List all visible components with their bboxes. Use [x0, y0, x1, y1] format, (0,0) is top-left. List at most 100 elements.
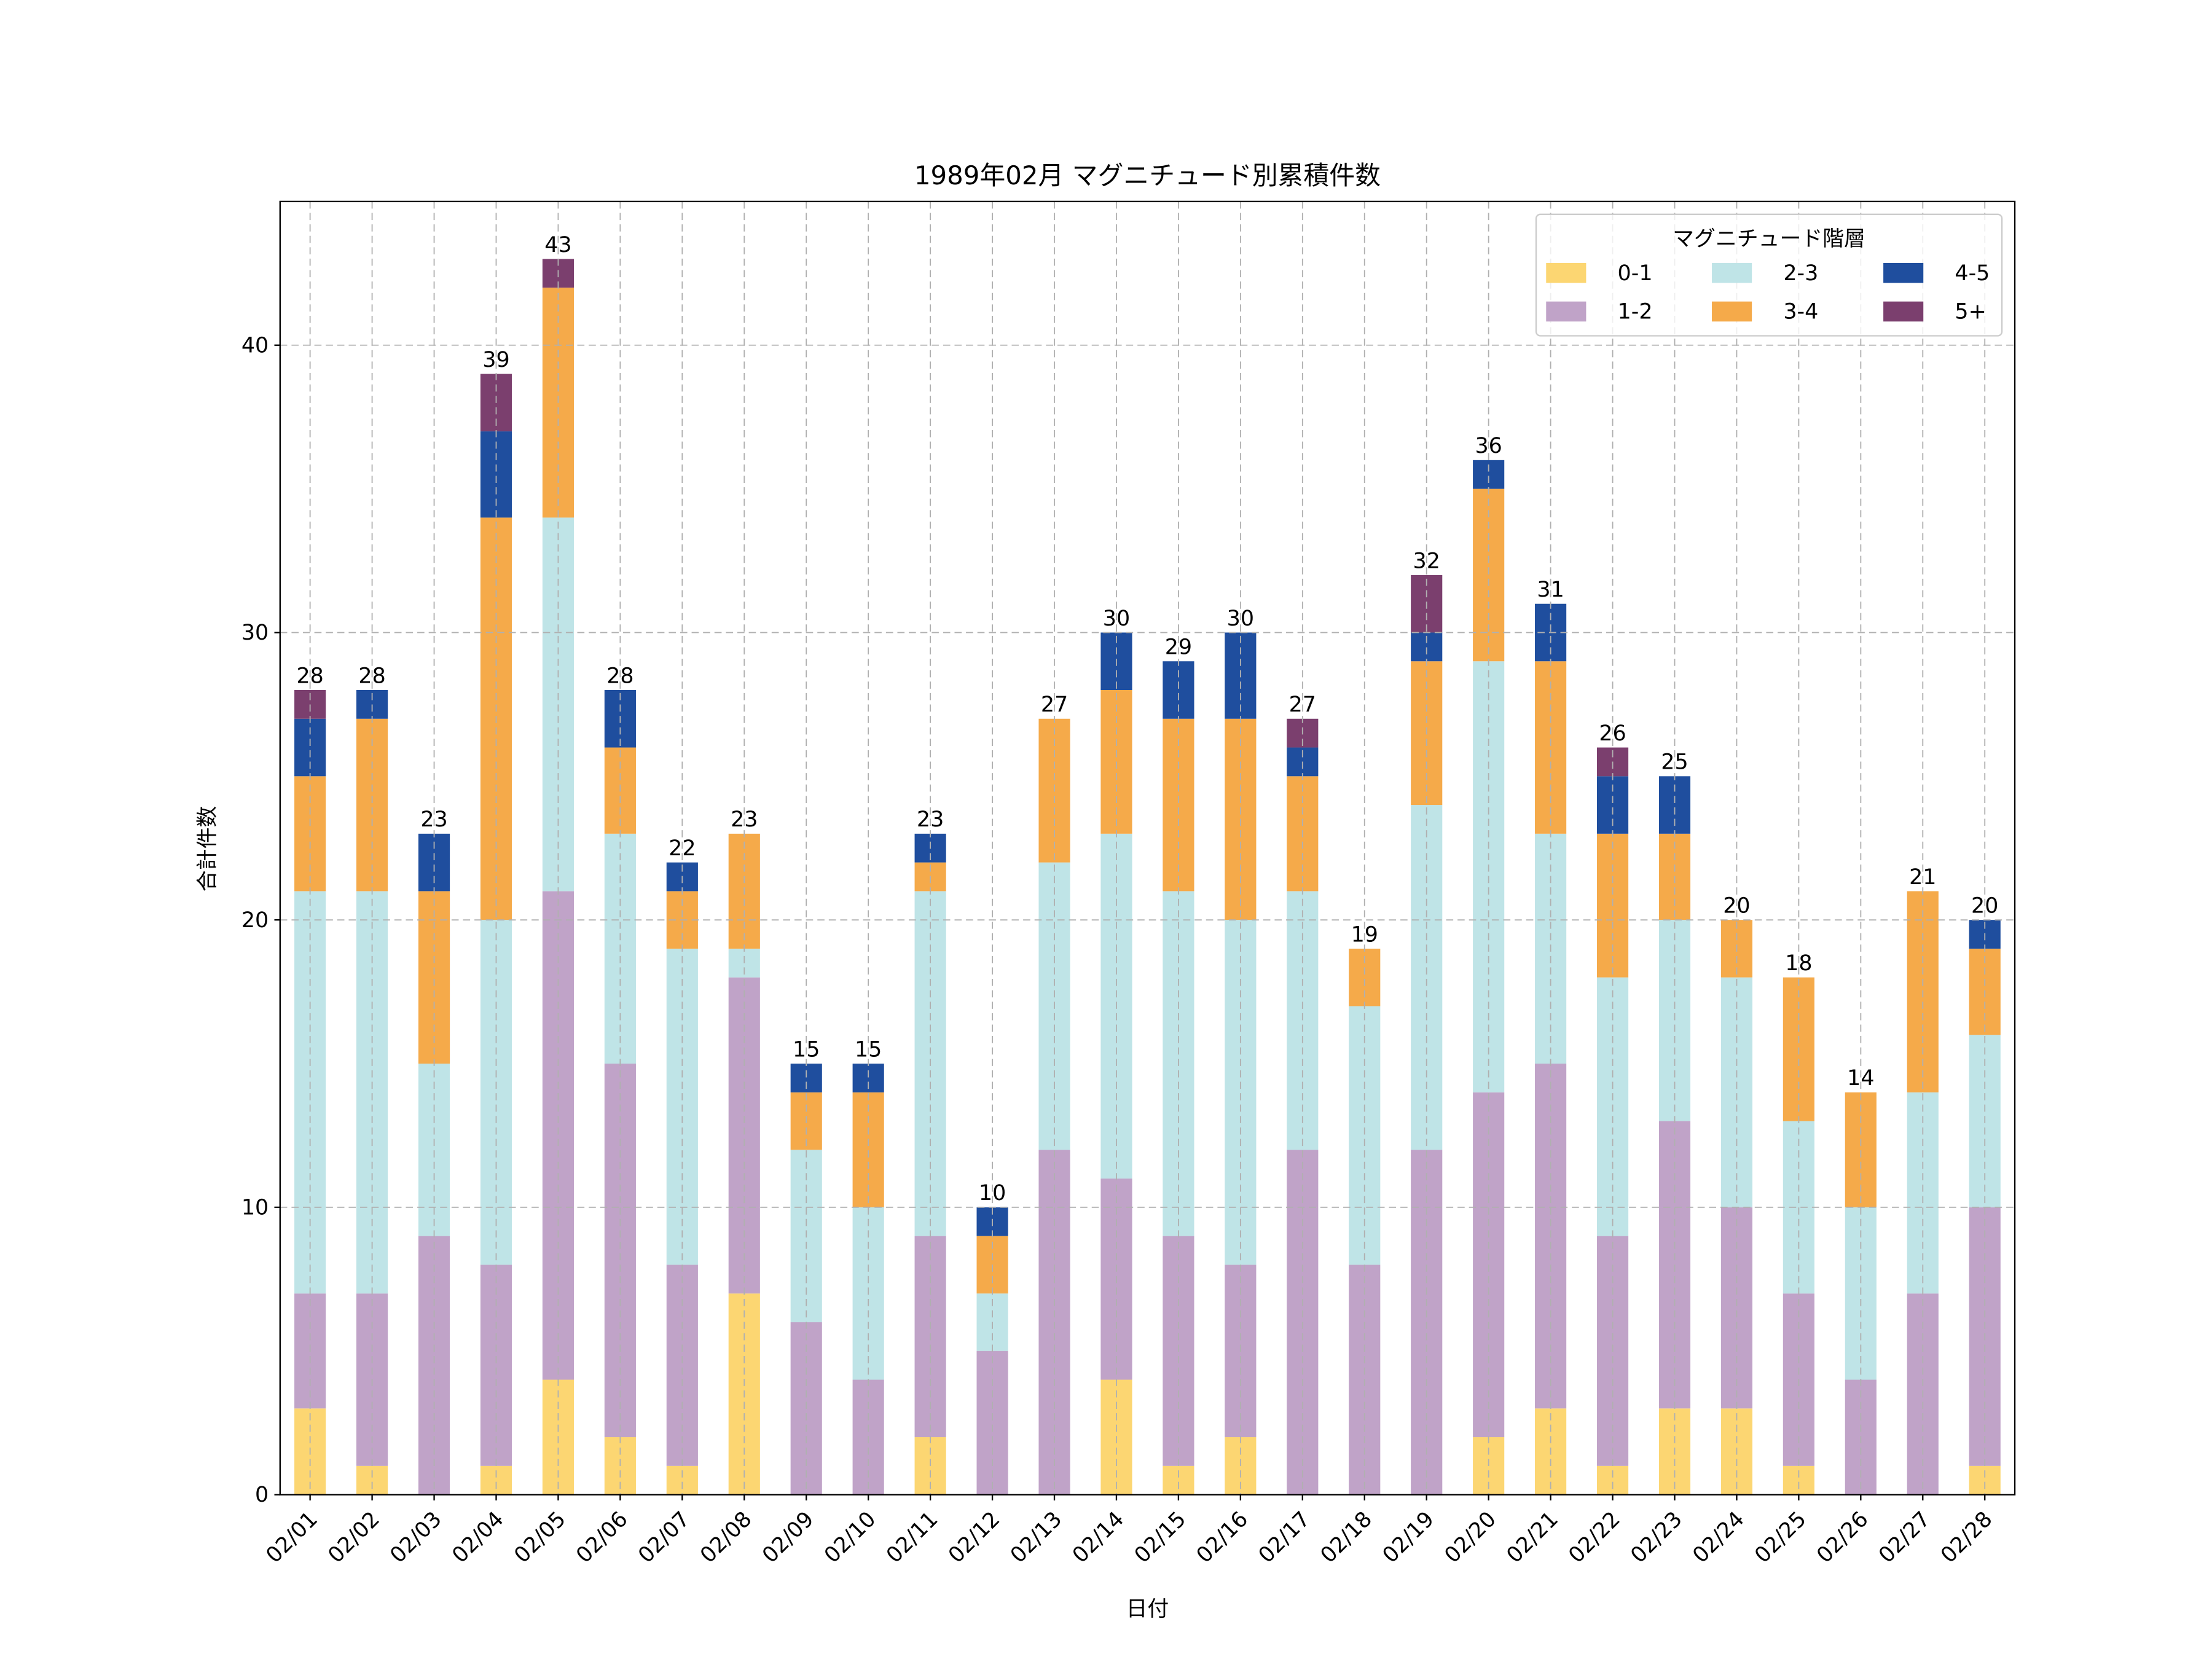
legend-swatch-4-5: [1883, 262, 1924, 283]
bar-segment-1-2-02/05: [542, 891, 575, 1380]
chart-title: 1989年02月 マグニチュード別累積件数: [914, 160, 1381, 190]
legend-label-1-2: 1-2: [1618, 300, 1653, 324]
total-label: 14: [1847, 1066, 1874, 1091]
data-labels-layer: 28 28 23 39 43 28 22 23 15 15 23 10 27 30 29 30 27 19 32 36…: [296, 233, 1998, 1206]
total-label: 26: [1599, 721, 1626, 746]
x-tick-label: 02/11: [882, 1507, 943, 1567]
x-tick-label: 02/24: [1688, 1507, 1749, 1567]
total-label: 29: [1165, 635, 1192, 660]
total-label: 31: [1537, 578, 1564, 602]
x-tick-label: 02/17: [1254, 1507, 1315, 1567]
x-tick-label: 02/06: [571, 1507, 632, 1567]
x-tick-label: 02/15: [1130, 1507, 1191, 1567]
total-label: 27: [1289, 692, 1316, 717]
total-label: 30: [1103, 606, 1130, 631]
bar-segment-0-1-02/22: [1596, 1465, 1629, 1495]
x-tick-label: 02/25: [1750, 1507, 1811, 1567]
x-tick-label: 02/12: [944, 1507, 1005, 1567]
y-tick-label: 10: [241, 1195, 269, 1220]
x-tick-label: 02/02: [324, 1507, 385, 1567]
total-label: 36: [1475, 434, 1502, 458]
total-label: 15: [793, 1037, 820, 1062]
x-tick-label: 02/20: [1440, 1507, 1501, 1567]
total-label: 28: [606, 664, 633, 688]
bar-segment-1-2-02/03: [418, 1236, 450, 1495]
bar-segment-2-3-02/19: [1411, 805, 1443, 1150]
legend-label-4-5: 4-5: [1955, 261, 1990, 286]
y-tick-label: 30: [241, 621, 269, 645]
bar-segment-3-4-02/20: [1473, 488, 1505, 662]
x-tick-label: 02/07: [633, 1507, 694, 1567]
y-axis-label: 合計件数: [195, 806, 220, 892]
x-tick-label: 02/16: [1192, 1507, 1253, 1567]
legend: マグニチュード階層 0-1 1-2 2-3 3-4 4-5 5+: [1535, 213, 2003, 337]
bar-segment-1-2-02/07: [666, 1265, 698, 1466]
total-label: 28: [358, 664, 385, 688]
x-tick-label: 02/10: [820, 1507, 880, 1567]
x-axis: 02/01 02/02 02/03 02/04 02/05 02/06 02/07 02/08…: [262, 1494, 1998, 1568]
legend-swatch-2-3: [1712, 262, 1752, 283]
total-label: 23: [731, 807, 758, 832]
total-label: 32: [1413, 549, 1440, 573]
x-tick-label: 02/22: [1564, 1507, 1625, 1567]
y-axis: 0 10 20 30 40: [241, 333, 280, 1507]
x-tick-label: 02/04: [447, 1507, 508, 1567]
x-tick-label: 02/19: [1378, 1507, 1439, 1567]
bar-segment-1-2-02/06: [604, 1064, 636, 1438]
total-label: 21: [1909, 865, 1936, 890]
total-label: 25: [1661, 750, 1688, 775]
legend-swatch-5+: [1883, 301, 1924, 322]
bar-segment-1-2-02/04: [480, 1265, 512, 1466]
total-label: 39: [482, 348, 509, 372]
bars-layer: [294, 259, 2001, 1495]
bar-segment-2-3-02/24: [1720, 977, 1753, 1207]
total-label: 20: [1971, 894, 1998, 919]
bar-segment-3-4-02/02: [356, 718, 388, 892]
total-label: 23: [420, 807, 447, 832]
total-label: 20: [1723, 894, 1750, 919]
legend-swatch-1-2: [1546, 301, 1586, 322]
total-label: 27: [1041, 692, 1068, 717]
x-tick-label: 02/09: [758, 1507, 818, 1567]
grid-layer: [280, 201, 2015, 1496]
legend-label-2-3: 2-3: [1783, 261, 1818, 286]
total-label: 10: [979, 1181, 1006, 1206]
bar-segment-0-1-02/04: [480, 1465, 512, 1495]
total-label: 30: [1227, 606, 1254, 631]
legend-label-5+: 5+: [1955, 300, 1986, 324]
x-tick-label: 02/26: [1812, 1507, 1873, 1567]
legend-title: マグニチュード階層: [1673, 227, 1865, 251]
bar-segment-0-1-02/07: [666, 1465, 698, 1495]
x-tick-label: 02/21: [1502, 1507, 1563, 1567]
x-tick-label: 02/01: [262, 1507, 323, 1567]
bar-segment-0-1-02/15: [1163, 1465, 1194, 1495]
bar-segment-3-4-02/15: [1163, 718, 1194, 892]
total-label: 28: [296, 664, 323, 688]
x-tick-label: 02/13: [1006, 1507, 1067, 1567]
y-tick-label: 20: [241, 908, 269, 933]
total-label: 23: [917, 807, 944, 832]
x-tick-label: 02/14: [1068, 1507, 1129, 1567]
bar-segment-0-1-02/02: [356, 1465, 388, 1495]
total-label: 22: [669, 836, 696, 861]
x-axis-label: 日付: [1126, 1597, 1169, 1622]
x-tick-label: 02/18: [1316, 1507, 1377, 1567]
legend-label-0-1: 0-1: [1618, 261, 1653, 286]
x-tick-label: 02/03: [386, 1507, 447, 1567]
x-tick-label: 02/28: [1936, 1507, 1997, 1567]
bar-segment-3-4-02/21: [1535, 661, 1567, 834]
bar-segment-0-1-02/28: [1969, 1465, 2001, 1495]
x-tick-label: 02/23: [1626, 1507, 1687, 1567]
plot-frame: [279, 200, 2016, 1496]
bar-segment-1-2-02/24: [1720, 1207, 1753, 1409]
total-label: 43: [544, 233, 571, 257]
total-label: 15: [855, 1037, 882, 1062]
y-tick-label: 40: [241, 333, 269, 358]
x-tick-label: 02/27: [1874, 1507, 1935, 1567]
legend-swatch-0-1: [1546, 262, 1586, 283]
y-tick-label: 0: [255, 1483, 269, 1507]
total-label: 18: [1785, 951, 1812, 976]
total-label: 19: [1351, 922, 1378, 947]
x-tick-label: 02/08: [696, 1507, 756, 1567]
